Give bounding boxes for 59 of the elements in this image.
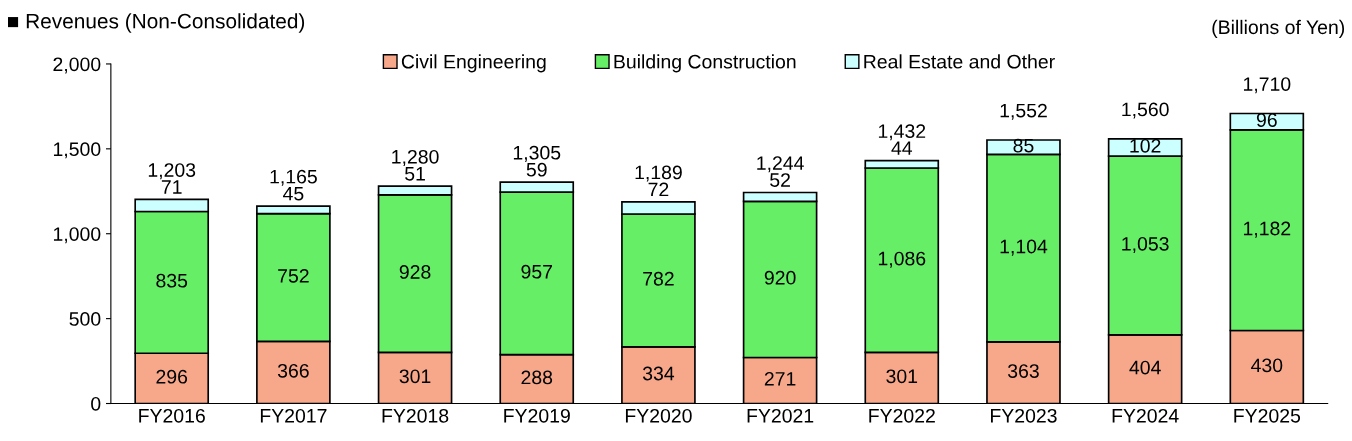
total-label: 1,280: [392, 149, 439, 166]
data-label: 957: [521, 264, 552, 279]
chart-title: ■ Revenues (Non-Consolidated): [8, 13, 305, 33]
data-label: 296: [156, 369, 188, 384]
total-label: 1,552: [1000, 103, 1047, 120]
legend-label: Real Estate and Other: [864, 54, 1055, 69]
data-label: 72: [648, 182, 669, 197]
x-tick-label: FY2020: [625, 408, 692, 423]
x-tick-label: FY2022: [869, 408, 935, 423]
y-tick-label: 1,000: [53, 227, 101, 244]
data-label: 85: [1013, 138, 1034, 153]
data-label: 1,182: [1243, 221, 1291, 238]
data-label: 1,104: [1000, 239, 1048, 256]
y-tick-label: 0: [91, 396, 101, 411]
data-label: 52: [770, 173, 790, 187]
x-tick-label: FY2017: [260, 408, 327, 423]
x-tick-label: FY2025: [1234, 408, 1301, 423]
total-label: 1,189: [635, 165, 682, 182]
total-label: 1,203: [148, 163, 196, 180]
total-label: 1,432: [878, 124, 926, 141]
y-tick-label: 2,000: [53, 57, 101, 74]
data-label: 835: [156, 273, 188, 288]
data-label: 920: [764, 270, 796, 285]
legend-label: Civil Engineering: [401, 54, 546, 73]
total-label: 1,305: [513, 145, 561, 162]
x-tick-label: FY2023: [991, 408, 1057, 423]
total-label: 1,710: [1243, 77, 1291, 94]
data-label: 301: [886, 369, 918, 384]
x-tick-label: FY2021: [747, 408, 814, 423]
text: (Billions of Yen): [1212, 19, 1345, 38]
x-tick-label: FY2016: [139, 408, 205, 423]
data-label: 271: [764, 371, 796, 386]
data-label: 928: [399, 265, 431, 279]
data-label: 102: [1130, 138, 1161, 153]
data-label: 752: [278, 268, 309, 283]
legend-label: Building Construction: [614, 54, 796, 73]
data-label: 51: [405, 167, 425, 181]
y-tick-label: 1,500: [53, 142, 101, 159]
x-tick-label: FY2018: [382, 408, 449, 423]
x-tick-label: FY2019: [504, 408, 570, 423]
data-label: 59: [526, 162, 547, 177]
data-label: 334: [642, 366, 675, 381]
data-label: 404: [1129, 360, 1161, 375]
total-label: 1,560: [1122, 102, 1169, 119]
data-label: 366: [277, 363, 309, 378]
data-label: 44: [891, 141, 913, 155]
data-label: 1,086: [878, 251, 926, 268]
data-label: 430: [1251, 358, 1283, 373]
data-label: 782: [643, 271, 674, 286]
data-label: 301: [399, 369, 431, 384]
data-label: 1,053: [1122, 236, 1169, 254]
data-label: 363: [1007, 364, 1039, 378]
total-label: 1,165: [270, 169, 317, 186]
y-tick-label: 500: [69, 312, 101, 326]
total-label: 1,244: [757, 156, 804, 173]
x-tick-label: FY2024: [1112, 408, 1179, 423]
data-label: 45: [283, 186, 304, 201]
data-label: 288: [521, 370, 553, 385]
data-label: 71: [161, 180, 182, 194]
